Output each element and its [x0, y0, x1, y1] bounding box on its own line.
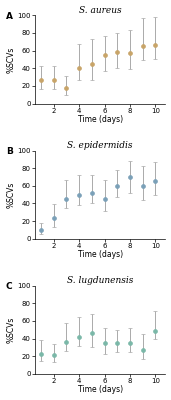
Y-axis label: %SCVs: %SCVs — [7, 317, 16, 343]
Title: S. epidermidis: S. epidermidis — [67, 141, 133, 150]
Title: S. aureus: S. aureus — [79, 6, 121, 14]
X-axis label: Time (days): Time (days) — [77, 386, 123, 394]
Text: C: C — [6, 282, 13, 291]
Y-axis label: %SCVs: %SCVs — [7, 46, 16, 73]
X-axis label: Time (days): Time (days) — [77, 250, 123, 259]
Title: S. lugdunensis: S. lugdunensis — [67, 276, 133, 285]
Text: A: A — [6, 12, 13, 21]
X-axis label: Time (days): Time (days) — [77, 115, 123, 124]
Text: B: B — [6, 147, 13, 156]
Y-axis label: %SCVs: %SCVs — [7, 182, 16, 208]
